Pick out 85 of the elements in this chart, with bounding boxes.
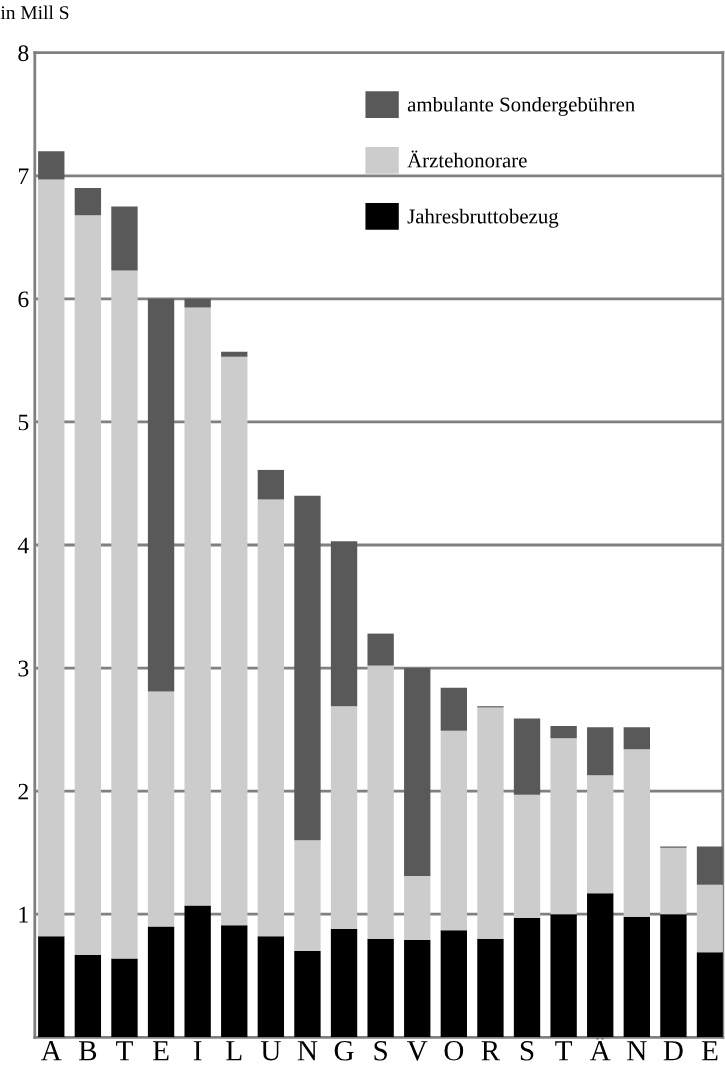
y-tick-label: 2: [18, 783, 28, 800]
bar: [330, 706, 358, 929]
x-tick-label: S: [374, 1040, 387, 1061]
bar: [660, 847, 687, 915]
bar: [147, 298, 175, 692]
bar: [330, 541, 358, 707]
bar: [587, 775, 614, 894]
y-tick-label: 6: [18, 291, 29, 308]
bar: [74, 188, 102, 216]
bar: [623, 727, 650, 750]
y-tick-label: 8: [18, 45, 29, 62]
bar: [404, 876, 431, 941]
bar: [184, 307, 211, 906]
bar: [184, 905, 211, 1038]
y-tick-label: 5: [18, 414, 29, 431]
bar: [623, 916, 650, 1038]
x-tick-label: O: [444, 1040, 464, 1061]
bar: [587, 893, 614, 1038]
bar: [38, 936, 65, 1038]
bar: [257, 469, 285, 500]
bar: [367, 665, 394, 939]
x-tick-label: E: [152, 1041, 169, 1061]
bar: [550, 725, 577, 739]
bar: [184, 298, 211, 308]
bar: [440, 730, 468, 931]
y-tick-label: 1: [19, 906, 28, 923]
bar: [660, 914, 687, 1038]
bar: [513, 718, 541, 795]
x-tick-label: S: [520, 1040, 534, 1061]
bar: [623, 749, 650, 917]
x-tick-label: R: [481, 1041, 501, 1061]
bar: [257, 499, 285, 937]
bar: [587, 727, 614, 776]
bar: [550, 914, 577, 1038]
legend-label: ambulante Sondergebühren: [407, 96, 635, 116]
bar: [221, 351, 248, 357]
bar: [74, 954, 102, 1038]
x-tick-label: T: [555, 1041, 573, 1061]
bar: [404, 940, 431, 1038]
x-tick-label: U: [260, 1041, 281, 1061]
bar: [550, 738, 577, 915]
bar: [294, 951, 321, 1038]
y-axis-title: in Mill S: [0, 5, 69, 20]
bar: [294, 495, 321, 841]
legend-label: Jahresbruttobezug: [407, 208, 559, 228]
bar: [74, 215, 102, 955]
x-tick-label: N: [297, 1041, 318, 1061]
x-tick-label: V: [407, 1041, 428, 1061]
bar: [147, 691, 175, 927]
x-tick-label: G: [334, 1040, 354, 1061]
x-tick-label: L: [226, 1041, 242, 1061]
bar: [221, 925, 248, 1038]
bar: [294, 840, 321, 952]
y-tick-label: 3: [18, 660, 29, 677]
x-tick-label: I: [193, 1041, 202, 1061]
x-tick-label: D: [663, 1041, 683, 1061]
bar: [38, 151, 65, 180]
y-tick-label: 4: [17, 537, 29, 554]
bar: [696, 846, 723, 885]
bar: [477, 938, 504, 1038]
bar: [257, 936, 285, 1038]
bar: [221, 356, 248, 926]
legend-label: Ärztehonorare: [407, 150, 527, 168]
bar: [513, 917, 541, 1038]
bar: [440, 930, 468, 1038]
y-tick-label: 7: [19, 168, 29, 184]
bar: [696, 884, 723, 953]
bar: [367, 938, 394, 1038]
bar: [367, 633, 394, 666]
bar: [404, 668, 431, 877]
bar: [111, 206, 138, 271]
bar: [38, 179, 65, 937]
bar: [330, 928, 358, 1038]
bar: [696, 952, 723, 1038]
x-tick-label: T: [116, 1041, 133, 1061]
x-tick-label: A: [41, 1041, 62, 1061]
bar: [440, 687, 468, 731]
bar: [513, 794, 541, 918]
x-tick-label: N: [627, 1041, 647, 1061]
x-tick-label: B: [78, 1041, 97, 1061]
x-tick-label: E: [701, 1041, 718, 1061]
bar: [477, 707, 504, 939]
bar: [111, 270, 138, 959]
bar: [147, 926, 175, 1038]
bar: [111, 958, 138, 1038]
